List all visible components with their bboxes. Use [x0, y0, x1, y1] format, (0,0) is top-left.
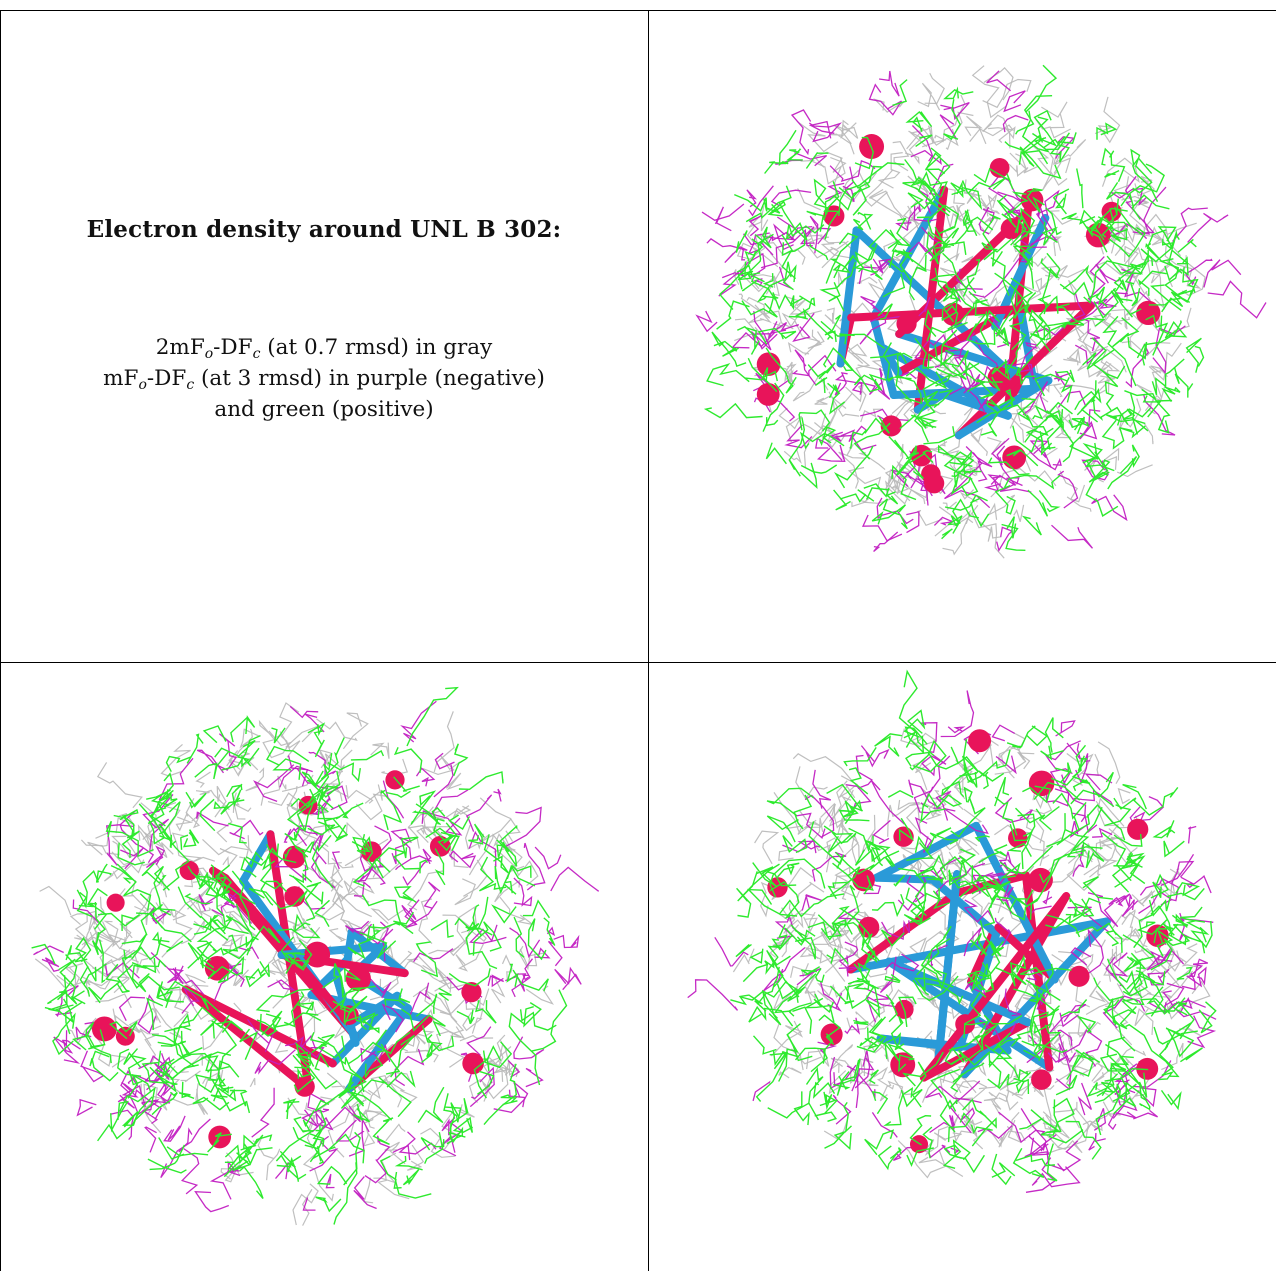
caption-legend: 2mFo-DFc (at 0.7 rmsd) in gray mFo-DFc (… [0, 332, 648, 425]
view-bottom-right [649, 663, 1276, 1271]
legend-line-difference: mFo-DFc (at 3 rmsd) in purple (negative) [103, 366, 545, 393]
border-middle-horizontal [0, 662, 1276, 663]
electron-density-image [687, 669, 1217, 1193]
electron-density-image [695, 64, 1267, 559]
border-middle-vertical [648, 10, 649, 1271]
electron-density-image [31, 686, 600, 1226]
caption-cell: Electron density around UNL B 302: 2mFo-… [0, 10, 648, 670]
legend-line-gray: 2mFo-DFc (at 0.7 rmsd) in gray [155, 335, 493, 362]
border-left [0, 10, 1, 1271]
legend-line-positive: and green (positive) [214, 397, 434, 422]
caption-title: Electron density around UNL B 302: [86, 216, 562, 243]
border-top [0, 10, 1276, 11]
view-bottom-left [1, 663, 648, 1271]
view-top-right [649, 11, 1276, 662]
